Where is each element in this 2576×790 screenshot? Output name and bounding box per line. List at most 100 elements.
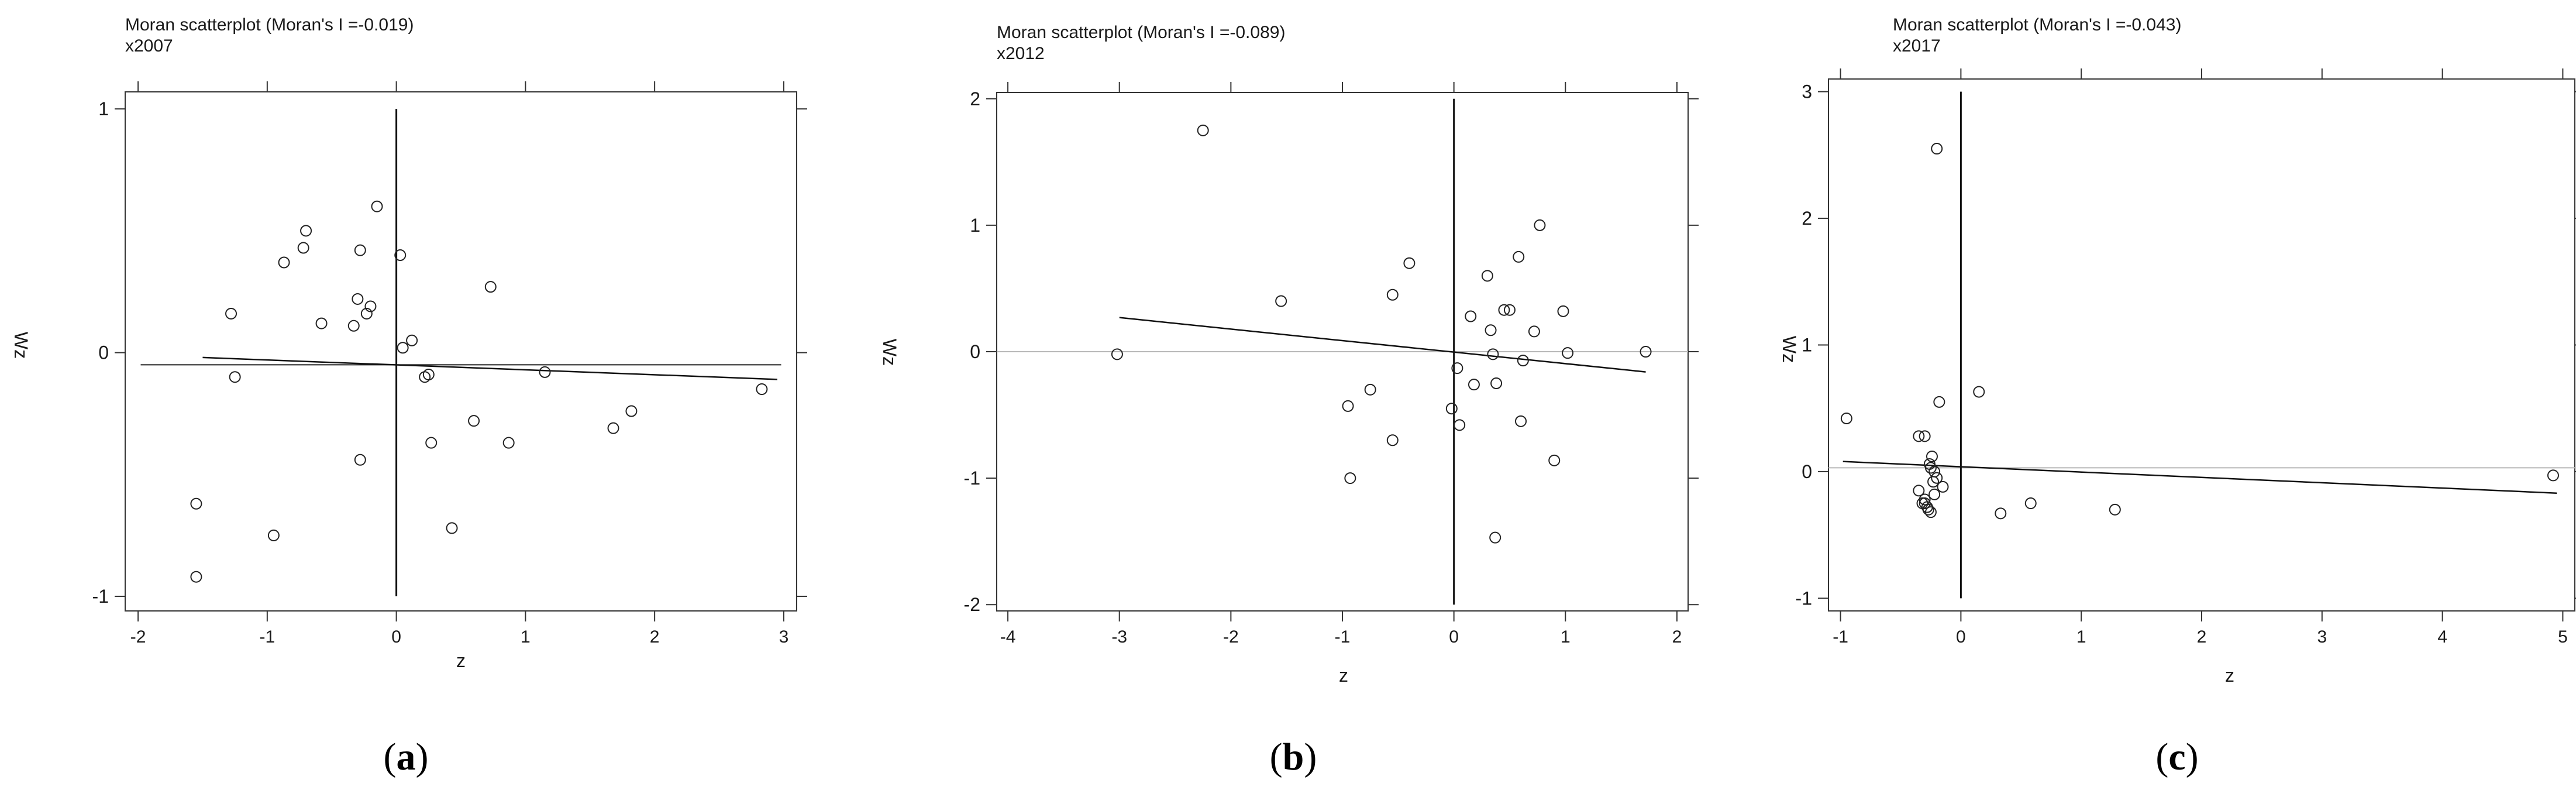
data-point bbox=[1931, 472, 1943, 484]
data-point bbox=[1344, 472, 1356, 485]
x-tick-label: 1 bbox=[1561, 627, 1571, 647]
data-point bbox=[1923, 458, 1936, 470]
panel-label-close: ) bbox=[1304, 736, 1317, 778]
data-point bbox=[1528, 325, 1540, 338]
x-axis-label: z bbox=[2225, 665, 2234, 686]
y-tick-label: -2 bbox=[964, 594, 980, 615]
y-tick-label: -1 bbox=[964, 468, 980, 489]
x-tick-label: -1 bbox=[1833, 627, 1848, 647]
plot-frame bbox=[125, 91, 797, 612]
data-point bbox=[1937, 480, 1949, 493]
data-point bbox=[354, 244, 366, 256]
x-tick-label: -2 bbox=[1223, 627, 1239, 647]
y-axis-label: Wz bbox=[1779, 336, 1800, 363]
data-point bbox=[1490, 377, 1503, 390]
data-point bbox=[1840, 413, 1852, 425]
chart-subtitle: x2012 bbox=[997, 44, 1045, 63]
data-point bbox=[446, 522, 458, 534]
panel-label-close: ) bbox=[2186, 736, 2199, 778]
data-point bbox=[607, 422, 619, 434]
data-point bbox=[1919, 497, 1931, 510]
data-point bbox=[1498, 304, 1510, 316]
data-point bbox=[1513, 250, 1525, 263]
data-point bbox=[2109, 503, 2121, 516]
data-point bbox=[1927, 476, 1940, 488]
data-point bbox=[1640, 346, 1652, 358]
data-point bbox=[484, 281, 497, 293]
y-tick-label: -1 bbox=[92, 586, 109, 607]
panel-label: (a) bbox=[384, 736, 429, 778]
data-point bbox=[425, 437, 438, 449]
panel-label-letter: b bbox=[1283, 736, 1304, 778]
x-tick-label: 2 bbox=[650, 627, 660, 647]
data-point bbox=[502, 437, 515, 449]
data-point bbox=[297, 242, 309, 254]
data-point bbox=[406, 334, 418, 346]
data-point bbox=[1922, 503, 1934, 516]
data-point bbox=[1451, 362, 1463, 375]
x-tick-label: -3 bbox=[1111, 627, 1127, 647]
data-point bbox=[394, 249, 407, 262]
data-point bbox=[1454, 419, 1466, 431]
data-point bbox=[1973, 386, 1985, 398]
data-point bbox=[1913, 485, 1925, 497]
regression-line bbox=[202, 356, 777, 380]
data-point bbox=[625, 405, 638, 417]
y-tick-label: 1 bbox=[98, 98, 109, 119]
data-point bbox=[1489, 531, 1501, 544]
data-point bbox=[267, 529, 280, 541]
y-tick-label: 0 bbox=[1802, 461, 1812, 482]
x-tick-label: 1 bbox=[521, 627, 531, 647]
y-tick-label: 0 bbox=[98, 342, 109, 363]
chart-subtitle: x2017 bbox=[1893, 36, 1941, 56]
data-point bbox=[1548, 454, 1561, 466]
y-tick-label: 1 bbox=[970, 215, 980, 236]
data-point bbox=[229, 371, 241, 383]
regression-line bbox=[1119, 317, 1646, 373]
data-point bbox=[1468, 379, 1480, 391]
x-tick-label: -4 bbox=[1000, 627, 1016, 647]
data-point bbox=[468, 415, 480, 427]
data-point bbox=[1913, 430, 1925, 442]
x-tick-label: 2 bbox=[2197, 627, 2207, 647]
moran-scatterplot-2007: Moran scatterplot (Moran's I =-0.019)x20… bbox=[11, 15, 807, 778]
data-point bbox=[1445, 403, 1458, 415]
moran-scatterplot-2012: Moran scatterplot (Moran's I =-0.089) x20… bbox=[879, 23, 1699, 778]
data-point bbox=[1386, 288, 1399, 301]
data-point bbox=[190, 571, 202, 583]
x-tick-label: 3 bbox=[779, 627, 789, 647]
chart-title: Moran scatterplot (Moran's I =-0.043) bbox=[1893, 15, 2181, 35]
panel-label-close: ) bbox=[416, 736, 429, 778]
data-point bbox=[1562, 347, 1574, 359]
x-axis-label: z bbox=[1339, 665, 1348, 686]
data-point bbox=[354, 454, 366, 466]
data-point bbox=[1364, 383, 1376, 396]
data-point bbox=[1534, 219, 1546, 231]
data-point bbox=[1487, 348, 1499, 360]
data-point bbox=[539, 366, 551, 378]
x-tick-label: 0 bbox=[1449, 627, 1459, 647]
data-point bbox=[397, 342, 409, 354]
panel-label-open: ( bbox=[1270, 736, 1283, 778]
data-point bbox=[422, 369, 435, 381]
data-point bbox=[300, 225, 312, 237]
data-point bbox=[1517, 355, 1529, 367]
data-point bbox=[1465, 310, 1477, 322]
data-point bbox=[1503, 304, 1516, 316]
panel-label-open: ( bbox=[2155, 736, 2168, 778]
regression-line bbox=[1843, 461, 2557, 494]
data-point bbox=[2024, 497, 2037, 510]
data-point bbox=[190, 497, 202, 510]
x-tick-label: 4 bbox=[2437, 627, 2447, 647]
data-point bbox=[352, 293, 364, 305]
data-point bbox=[1924, 506, 1937, 518]
data-point bbox=[1275, 295, 1287, 307]
x-tick-label: -1 bbox=[1335, 627, 1351, 647]
data-point bbox=[1485, 324, 1497, 336]
x-tick-label: 0 bbox=[1956, 627, 1966, 647]
y-axis-label: Wz bbox=[879, 339, 900, 366]
moran-scatterplot-2017: Moran scatterplot (Moran's I =-0.043)x20… bbox=[1779, 15, 2576, 778]
data-point bbox=[1557, 305, 1569, 317]
x-tick-label: 5 bbox=[2558, 627, 2568, 647]
